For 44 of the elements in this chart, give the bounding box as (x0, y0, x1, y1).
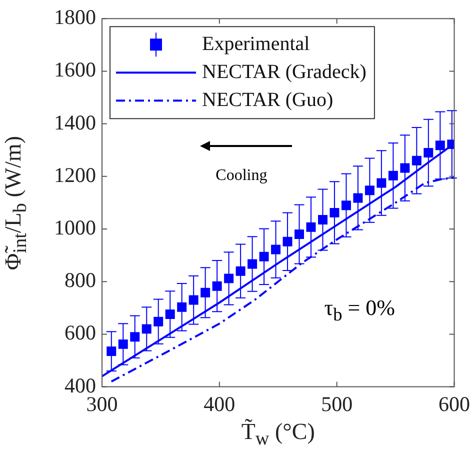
y-tick-label: 600 (64, 320, 96, 345)
point (424, 148, 434, 158)
point (435, 140, 445, 150)
y-tick-label: 1200 (54, 162, 96, 187)
point (294, 230, 304, 240)
point (341, 200, 351, 210)
y-tick-label: 1400 (54, 110, 96, 134)
legend-label: Experimental (202, 32, 310, 55)
y-tick-label: 800 (64, 268, 96, 292)
y-tick-label: 1000 (54, 216, 96, 240)
point (330, 208, 340, 218)
point (118, 339, 128, 349)
point (271, 244, 281, 254)
point (412, 156, 422, 166)
point (177, 302, 187, 312)
point (130, 332, 140, 342)
point (282, 236, 292, 246)
point (318, 215, 328, 225)
legend-label: NECTAR (Guo) (202, 88, 334, 111)
point (364, 186, 374, 196)
x-tick-label: 600 (438, 392, 470, 416)
x-axis-title: T̃$_{w}$ (°C) (241, 418, 315, 450)
y-tick-label: 1800 (54, 5, 96, 30)
point (248, 259, 258, 269)
point (106, 346, 116, 356)
x-tick-label: 500 (321, 392, 353, 416)
point (236, 266, 246, 276)
point (224, 274, 234, 284)
point (212, 281, 222, 291)
annotation: τ$_{b}$ = 0% (324, 294, 395, 326)
point (388, 170, 398, 180)
legend-label: NECTAR (Gradeck) (202, 60, 366, 83)
point (200, 288, 210, 298)
point (154, 316, 164, 326)
point (400, 163, 410, 173)
point (259, 252, 269, 262)
annotation: Cooling (216, 167, 268, 186)
y-tick-label: 1600 (54, 58, 96, 82)
point (165, 309, 175, 319)
point (353, 193, 363, 203)
point (142, 324, 152, 334)
point (188, 295, 198, 305)
point (376, 178, 386, 188)
x-tick-label: 400 (204, 392, 236, 416)
